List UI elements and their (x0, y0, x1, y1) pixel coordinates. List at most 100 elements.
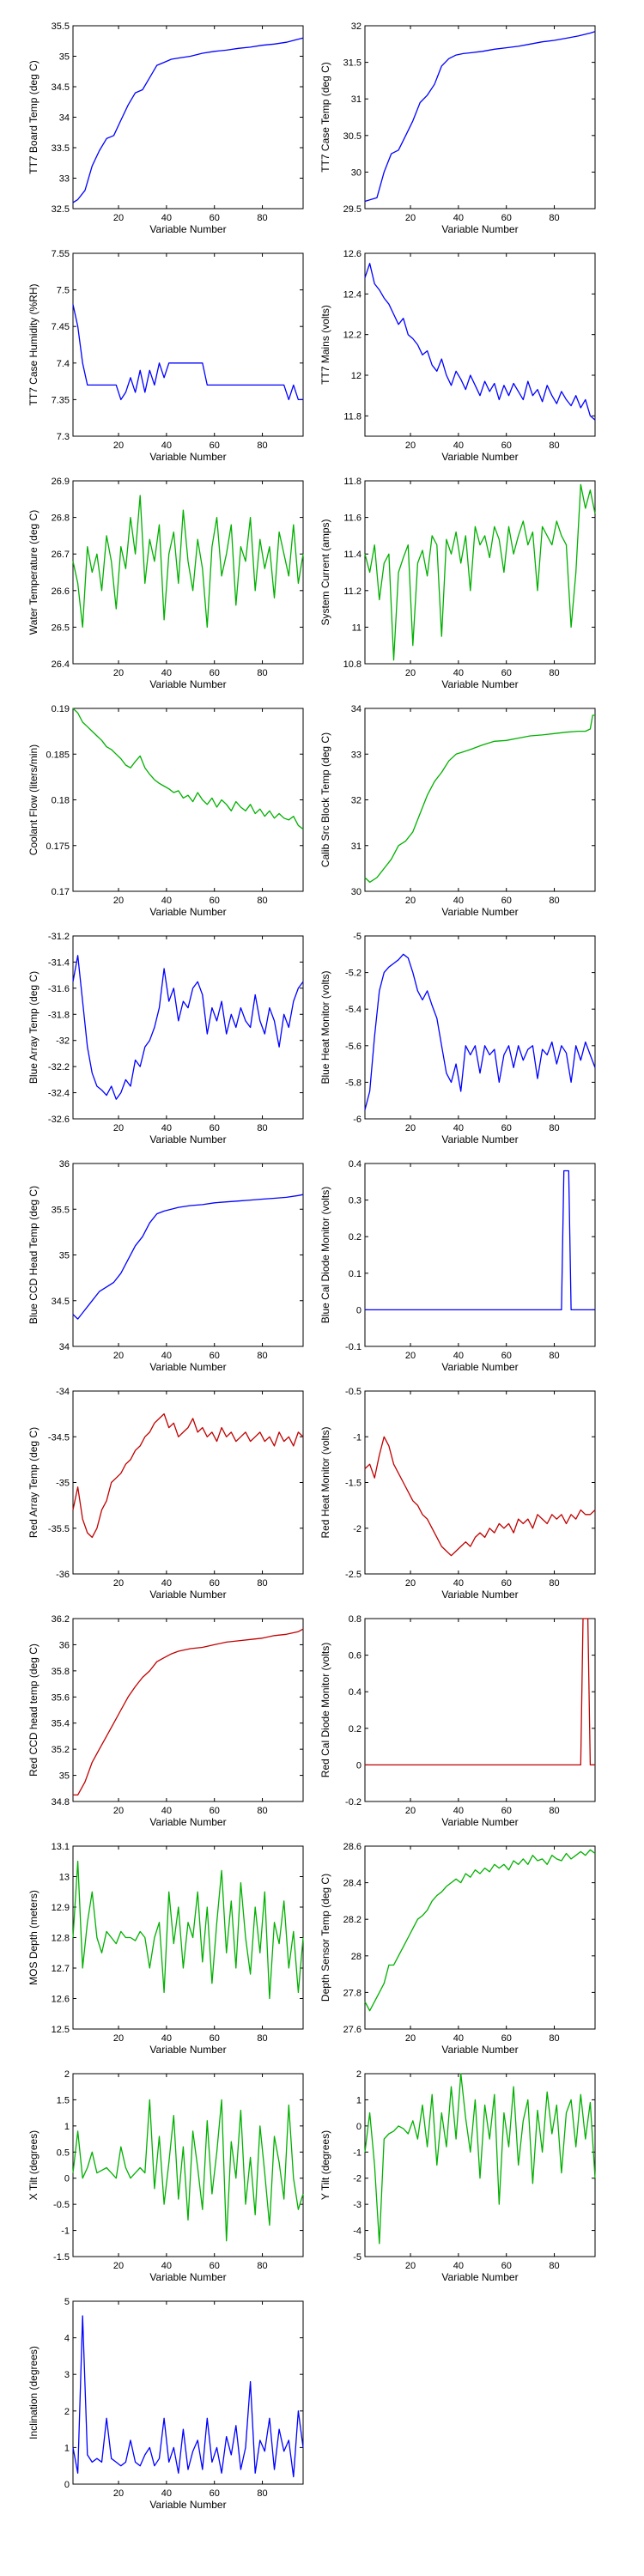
y-tick-label: -34 (56, 1387, 70, 1397)
x-axis-label: Variable Number (149, 2044, 226, 2056)
x-tick-label: 20 (113, 213, 124, 223)
y-tick-label: 0.2 (349, 1232, 361, 1242)
y-tick-label: 10.8 (343, 659, 361, 670)
x-tick-label: 80 (549, 2261, 559, 2271)
x-tick-label: 80 (549, 1351, 559, 1361)
x-axis-label: Variable Number (149, 1361, 226, 1373)
x-axis-label: Variable Number (441, 2044, 518, 2056)
series-line (365, 1170, 595, 1311)
series-line (72, 1861, 304, 2000)
axes-frame (72, 1618, 304, 1802)
y-tick-label: 28.4 (343, 1879, 361, 1889)
y-axis-label: TT7 Mains (volts) (319, 305, 331, 385)
series-line (364, 1849, 596, 2012)
y-tick-label: 1 (356, 2095, 361, 2105)
y-tick-label: 7.3 (57, 432, 70, 442)
y-tick-label: -3 (353, 2200, 361, 2210)
x-tick-label: 40 (453, 440, 464, 451)
x-tick-label: 80 (257, 896, 267, 906)
y-tick-label: -6 (353, 1115, 361, 1125)
y-axis-label: Depth Sensor Temp (deg C) (319, 1874, 331, 2002)
x-axis-label: Variable Number (149, 1816, 226, 1828)
x-tick-label: 40 (453, 896, 464, 906)
y-tick-label: -1 (61, 2227, 70, 2237)
axes-frame (72, 252, 304, 437)
subplot-12: -0.1 0 0.1 0.2 0.3 0.4 20 40 60 80 Variable Number… (319, 1159, 596, 1373)
y-tick-label: 13 (59, 1873, 70, 1883)
x-tick-label: 20 (405, 1123, 416, 1133)
axes-frame (364, 252, 596, 437)
y-tick-label: -0.1 (345, 1342, 361, 1352)
y-tick-label: 0.8 (349, 1614, 361, 1625)
series-line (364, 263, 596, 421)
x-tick-label: 20 (405, 1578, 416, 1589)
x-tick-label: 60 (210, 1806, 220, 1816)
y-tick-label: 7.5 (57, 286, 70, 296)
x-tick-label: 20 (113, 1351, 124, 1361)
y-tick-label: 34.5 (52, 1297, 70, 1307)
x-tick-label: 20 (405, 2033, 416, 2044)
x-tick-label: 80 (257, 2488, 267, 2499)
subplot-8: 30 31 32 33 34 20 40 60 80 Variable Number Calib S… (319, 704, 596, 918)
y-tick-label: 0 (64, 2174, 70, 2184)
y-tick-label: -2 (353, 2174, 361, 2184)
x-tick-label: 60 (210, 440, 220, 451)
y-tick-label: 34.5 (52, 82, 70, 93)
y-axis-label: Water Temperature (deg C) (27, 510, 39, 635)
subplot-5: 26.4 26.5 26.6 26.7 26.8 26.9 20 40 60 80 Variable… (27, 477, 304, 690)
y-tick-label: 12.5 (52, 2025, 70, 2035)
series-line (364, 1436, 596, 1557)
y-tick-label: -32.2 (48, 1062, 70, 1072)
y-tick-label: -36 (56, 1570, 70, 1580)
x-tick-label: 40 (161, 440, 172, 451)
y-tick-label: 5 (64, 2297, 70, 2307)
x-tick-label: 60 (501, 213, 512, 223)
y-tick-label: 0 (64, 2480, 70, 2490)
subplot-6: 10.8 11 11.2 11.4 11.6 11.8 20 40 60 80 Variable N… (319, 477, 596, 690)
x-tick-label: 40 (161, 213, 172, 223)
y-tick-label: 12.2 (343, 331, 361, 341)
x-tick-label: 80 (257, 1806, 267, 1816)
x-tick-label: 80 (257, 1123, 267, 1133)
y-tick-label: -2.5 (345, 1570, 361, 1580)
y-tick-label: 35.8 (52, 1667, 70, 1677)
x-axis-label: Variable Number (149, 2499, 226, 2511)
y-axis-label: Inclination (degrees) (27, 2346, 39, 2439)
y-tick-label: 33 (351, 750, 361, 760)
y-tick-label: 2 (64, 2069, 70, 2080)
x-tick-label: 80 (257, 213, 267, 223)
y-tick-label: 28.6 (343, 1842, 361, 1852)
y-tick-label: 12.9 (52, 1903, 70, 1913)
x-tick-label: 60 (210, 213, 220, 223)
y-tick-label: 7.45 (52, 322, 70, 332)
y-tick-label: -35 (56, 1479, 70, 1489)
y-axis-label: Calib Src Block Temp (deg C) (319, 732, 331, 867)
x-axis-label: Variable Number (441, 223, 518, 235)
x-tick-label: 40 (453, 1578, 464, 1589)
y-tick-label: 12.4 (343, 289, 361, 300)
subplot-1: 32.5 33 33.5 34 34.5 35 35.5 20 40 60 80 Variable N… (27, 21, 304, 235)
subplot-9: -32.6 -32.4 -32.2 -32 -31.8 -31.6 -31.4 -31.2 20… (27, 932, 304, 1145)
subplot-16: -0.2 0 0.2 0.4 0.6 0.8 20 40 60 80 Variable Number… (319, 1614, 596, 1828)
x-tick-label: 20 (113, 1578, 124, 1589)
y-tick-label: 7.55 (52, 249, 70, 259)
x-tick-label: 20 (113, 896, 124, 906)
subplot-14: -2.5 -2 -1.5 -1 -0.5 20 40 60 80 Variable Number R… (319, 1387, 596, 1601)
y-tick-label: 35 (59, 1771, 70, 1782)
y-tick-label: -1 (353, 1432, 361, 1443)
y-axis-label: TT7 Case Humidity (%RH) (27, 283, 39, 405)
y-tick-label: -2 (353, 1524, 361, 1534)
y-axis-label: Blue CCD Head Temp (deg C) (27, 1186, 39, 1324)
x-tick-label: 20 (405, 1351, 416, 1361)
x-tick-label: 60 (210, 1123, 220, 1133)
y-tick-label: -5.8 (345, 1078, 361, 1088)
y-tick-label: -5 (353, 2252, 361, 2263)
y-axis-label: Red Heat Monitor (volts) (319, 1426, 331, 1538)
y-tick-label: 32 (351, 796, 361, 806)
y-tick-label: 11.8 (343, 411, 361, 422)
x-axis-label: Variable Number (441, 1589, 518, 1601)
y-tick-label: -5.6 (345, 1042, 361, 1052)
x-tick-label: 20 (405, 896, 416, 906)
x-tick-label: 80 (549, 1806, 559, 1816)
x-tick-label: 60 (501, 1351, 512, 1361)
